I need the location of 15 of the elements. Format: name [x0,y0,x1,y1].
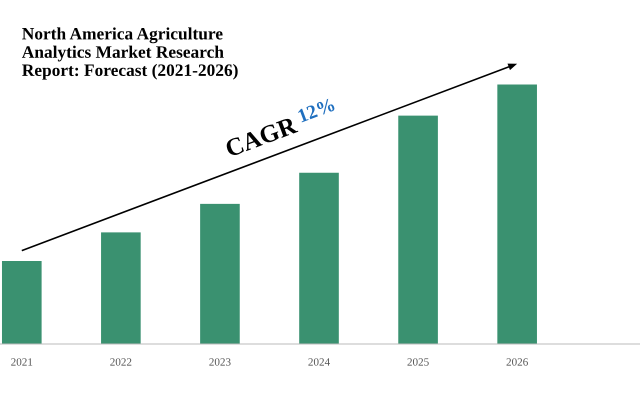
annotation: CAGR [224,116,298,158]
x-tick-label: 2022 [110,358,132,366]
x-tick-label: 2021 [11,358,32,366]
x-tick-label: 2025 [407,358,429,366]
x-tick-label: 2023 [209,358,231,366]
x-tick-label: 2024 [308,358,330,366]
bar [398,116,438,344]
x-tick-label: 2026 [506,358,528,366]
bar [299,172,339,344]
chart-title: North America Agriculture Analytics Market Research Report: Forecast (2021-2026) [22,27,238,80]
bar [200,204,240,344]
bar [101,232,141,344]
bar [497,84,537,344]
bar [2,260,42,344]
annotation: 12% [297,98,336,123]
